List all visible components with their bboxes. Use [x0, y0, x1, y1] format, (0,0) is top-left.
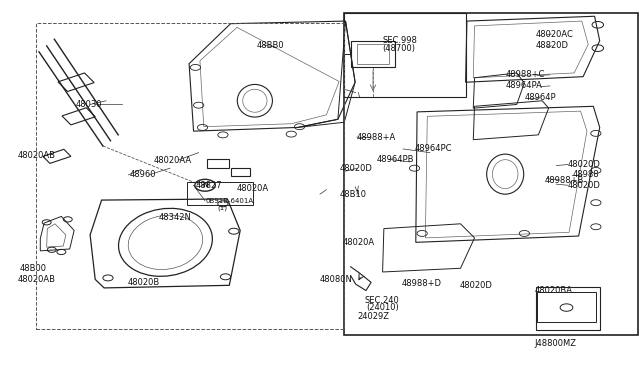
Text: 48988+C: 48988+C [505, 70, 545, 79]
Text: 48B10: 48B10 [339, 190, 366, 199]
Bar [357, 44, 389, 64]
Text: 48020A: 48020A [237, 185, 269, 193]
Text: N: N [202, 182, 208, 188]
Bar [344, 13, 466, 97]
Text: SEC.240: SEC.240 [365, 296, 399, 305]
Text: 48020B: 48020B [127, 278, 159, 287]
Text: 48964PB: 48964PB [376, 155, 413, 164]
Text: 0B91B-6401A: 0B91B-6401A [205, 198, 253, 204]
Text: 48988+A: 48988+A [357, 132, 396, 142]
Bar [36, 23, 344, 329]
Text: SEC.998: SEC.998 [383, 36, 417, 45]
Text: 48820D: 48820D [536, 41, 569, 51]
Text: 48020BA: 48020BA [534, 286, 573, 295]
Bar [536, 287, 600, 330]
Text: (1): (1) [218, 205, 228, 212]
Bar [187, 182, 253, 205]
Text: 48827: 48827 [195, 181, 222, 190]
Text: 48964PA: 48964PA [505, 81, 542, 90]
Text: 48020AC: 48020AC [536, 29, 573, 39]
Text: J48800MZ: J48800MZ [534, 339, 577, 348]
Text: (48700): (48700) [383, 44, 415, 53]
Bar [351, 41, 396, 67]
Text: 24029Z: 24029Z [357, 312, 389, 321]
Text: (24010): (24010) [366, 303, 399, 312]
Text: 48020D: 48020D [339, 164, 372, 173]
Text: 48964PC: 48964PC [415, 144, 452, 153]
Text: 48988+D: 48988+D [402, 279, 442, 288]
Text: 48020D: 48020D [460, 281, 492, 290]
Text: 48BB0: 48BB0 [256, 41, 284, 50]
Text: 48988: 48988 [573, 170, 600, 179]
Text: 48988+B: 48988+B [545, 176, 584, 185]
Bar [537, 292, 596, 323]
Text: 48020AB: 48020AB [17, 275, 55, 284]
Text: 48342N: 48342N [159, 213, 192, 222]
Text: 48030: 48030 [76, 100, 102, 109]
Text: 48080N: 48080N [320, 275, 353, 284]
Text: 48020A: 48020A [342, 238, 374, 247]
Text: 48B00: 48B00 [20, 264, 47, 273]
Text: 48964P: 48964P [524, 93, 556, 102]
Text: 48020D: 48020D [568, 160, 601, 169]
Text: 48020AB: 48020AB [17, 151, 55, 160]
Text: 48020AA: 48020AA [154, 155, 192, 164]
Bar [344, 13, 638, 335]
Text: 48960: 48960 [130, 170, 156, 179]
Text: 48020D: 48020D [568, 181, 601, 190]
